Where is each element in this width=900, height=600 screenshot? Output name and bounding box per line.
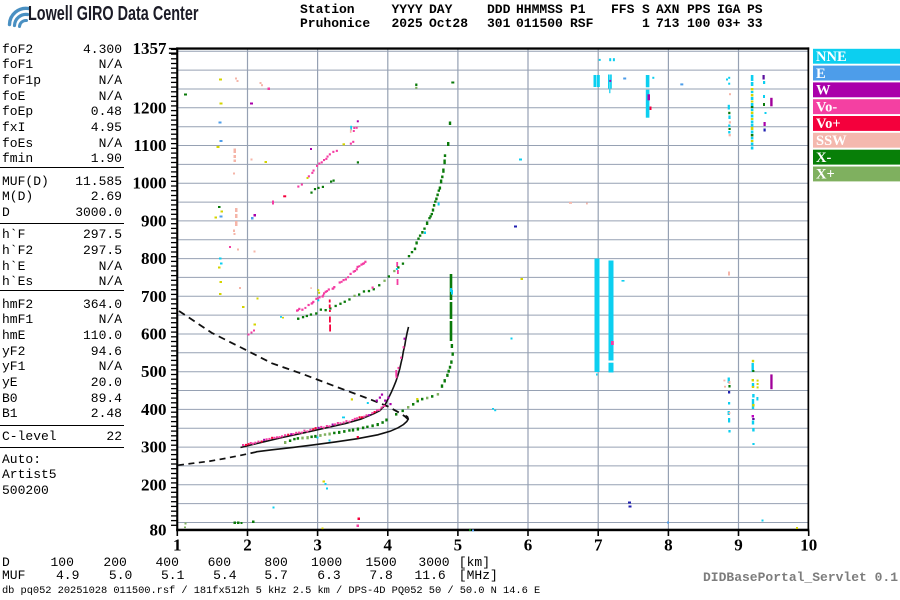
svg-text:4: 4	[384, 536, 393, 555]
svg-text:SSW: SSW	[816, 133, 847, 149]
svg-text:80: 80	[150, 521, 167, 540]
svg-text:1357: 1357	[133, 39, 168, 58]
svg-text:Vo+: Vo+	[816, 116, 841, 132]
svg-text:6: 6	[524, 536, 533, 555]
svg-text:1000: 1000	[133, 174, 167, 193]
svg-text:600: 600	[141, 325, 167, 344]
svg-text:800: 800	[141, 249, 167, 268]
svg-text:X+: X+	[816, 167, 835, 183]
svg-text:1200: 1200	[133, 98, 167, 117]
svg-text:3: 3	[313, 536, 322, 555]
svg-text:E: E	[816, 66, 826, 82]
svg-text:200: 200	[141, 475, 167, 494]
svg-text:NNE: NNE	[816, 49, 847, 65]
svg-text:W: W	[816, 83, 831, 99]
svg-text:10: 10	[800, 536, 817, 555]
svg-text:500: 500	[141, 362, 167, 381]
svg-text:9: 9	[734, 536, 743, 555]
svg-text:5: 5	[454, 536, 463, 555]
svg-text:X-: X-	[816, 150, 831, 166]
svg-text:400: 400	[141, 400, 167, 419]
svg-text:Vo-: Vo-	[816, 99, 837, 115]
svg-text:300: 300	[141, 438, 167, 457]
svg-text:8: 8	[664, 536, 673, 555]
svg-text:900: 900	[141, 211, 167, 230]
svg-text:2: 2	[243, 536, 252, 555]
svg-text:1100: 1100	[133, 136, 166, 155]
svg-text:1: 1	[173, 536, 182, 555]
svg-text:700: 700	[141, 287, 167, 306]
svg-text:7: 7	[594, 536, 603, 555]
